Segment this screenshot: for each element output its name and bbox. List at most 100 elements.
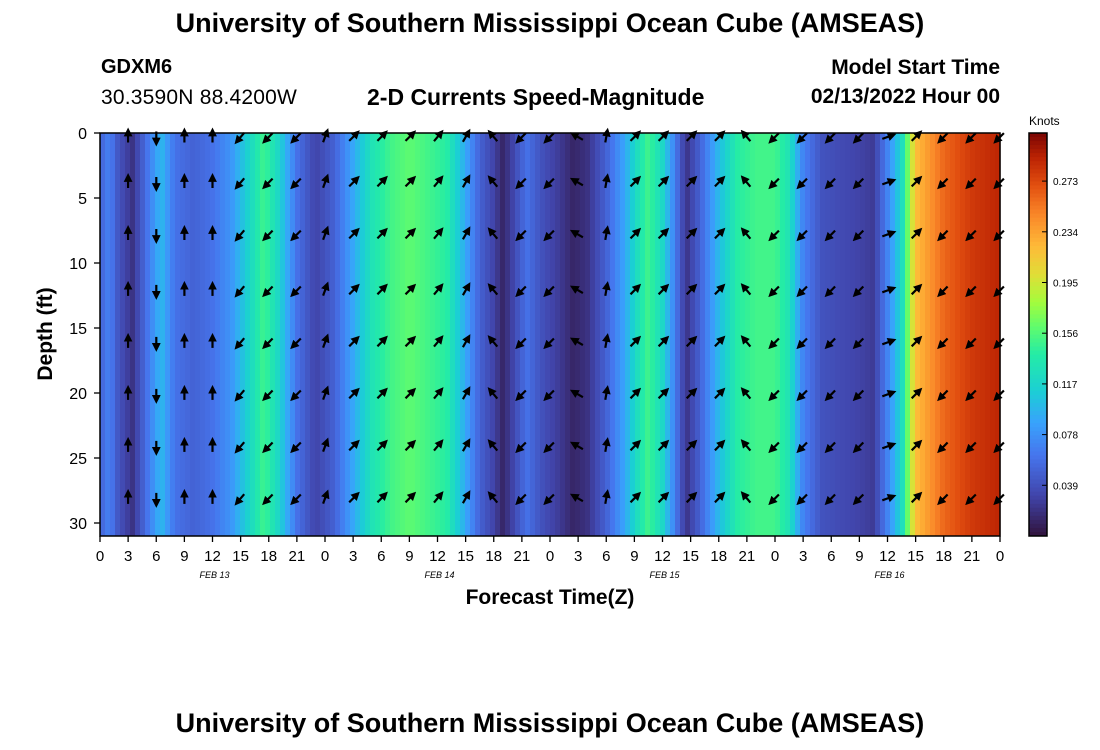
heatmap-cell: [280, 133, 286, 536]
current-vector-arrow: [657, 283, 670, 296]
heatmap-cell: [635, 133, 641, 536]
current-vector-arrow: [602, 437, 611, 452]
x-tick-label: 3: [574, 548, 582, 565]
y-tick-label: 5: [78, 191, 87, 208]
heatmap-cell: [725, 133, 731, 536]
heatmap-cell: [710, 133, 716, 536]
heatmap-cell: [335, 133, 341, 536]
heatmap-cell: [655, 133, 661, 536]
current-vector-arrow: [290, 132, 302, 144]
colorbar-segment: [1029, 378, 1047, 384]
heatmap-cell: [170, 133, 176, 536]
x-tick-label: 3: [124, 548, 132, 565]
x-tick-label: 6: [377, 548, 385, 565]
colorbar-segment: [1029, 149, 1047, 154]
heatmap-cell: [720, 133, 726, 536]
current-vector-arrow: [881, 338, 897, 347]
heatmap-cell: [950, 133, 956, 536]
current-vector-arrow: [685, 175, 698, 188]
y-tick-label: 0: [78, 126, 87, 143]
heatmap-cell: [675, 133, 681, 536]
colorbar-segment: [1029, 286, 1047, 291]
current-vector-arrow: [515, 389, 527, 402]
current-vector-arrow: [740, 491, 752, 504]
colorbar-segment: [1029, 479, 1047, 485]
current-vector-arrow: [602, 173, 611, 189]
current-vector-arrow: [937, 441, 949, 454]
current-vector-arrow: [487, 227, 499, 240]
colorbar-segment: [1029, 253, 1047, 259]
current-vector-arrow: [348, 439, 360, 452]
heatmap-cell: [390, 133, 396, 536]
current-vector-arrow: [321, 385, 330, 400]
current-vector-arrow: [740, 335, 752, 348]
current-vector-arrow: [714, 387, 726, 400]
current-vector-arrow: [234, 441, 246, 454]
colorbar-segment: [1029, 491, 1047, 497]
heatmap-cell: [995, 133, 1001, 536]
heatmap-cell: [560, 133, 566, 536]
current-vector-arrow: [965, 441, 977, 454]
colorbar-segment: [1029, 523, 1047, 529]
x-tick-label: 9: [855, 548, 863, 565]
heatmap-cell: [295, 133, 301, 536]
heatmap-cell: [585, 133, 591, 536]
current-vector-arrow: [768, 285, 780, 298]
current-vector-arrow: [515, 493, 527, 506]
x-tick-label: 0: [771, 548, 779, 565]
current-vector-arrow: [768, 229, 780, 242]
x-tick-label: 21: [289, 548, 306, 565]
colorbar-segment: [1029, 161, 1047, 166]
heatmap-cell: [820, 133, 826, 536]
current-vector-arrow: [824, 229, 836, 242]
colorbar-label: Knots: [1029, 114, 1060, 128]
colorbar-segment: [1029, 241, 1047, 247]
colorbar-segment: [1029, 145, 1047, 150]
colorbar-segment: [1029, 137, 1047, 142]
colorbar-segment: [1029, 527, 1047, 533]
current-vector-arrow: [461, 174, 471, 188]
heatmap-cell: [225, 133, 231, 536]
current-vector-arrow: [824, 132, 836, 144]
current-vector-arrow: [714, 491, 726, 504]
colorbar-segment: [1029, 181, 1047, 186]
current-vector-arrow: [881, 442, 897, 451]
current-vector-arrow: [768, 177, 780, 190]
current-vector-arrow: [376, 387, 388, 400]
heatmap-cell: [970, 133, 976, 536]
x-tick-label: 0: [546, 548, 554, 565]
current-vector-arrow: [629, 491, 642, 504]
current-vector-arrow: [404, 387, 417, 400]
current-vector-arrow: [937, 177, 949, 190]
heatmap-cell: [555, 133, 561, 536]
colorbar-segment: [1029, 153, 1047, 158]
current-vector-arrow: [824, 389, 836, 402]
heatmap-cell: [925, 133, 931, 536]
current-vector-arrow: [487, 387, 499, 400]
heatmap-cell: [110, 133, 116, 536]
heatmap-cell: [235, 133, 241, 536]
heatmap-cell: [825, 133, 831, 536]
current-vector-arrow: [881, 494, 897, 503]
current-vector-arrow: [965, 132, 977, 144]
heatmap-cell: [855, 133, 861, 536]
heatmap-cell: [470, 133, 476, 536]
current-vector-arrow: [461, 282, 471, 296]
colorbar-tick-label: 0.078: [1053, 431, 1078, 442]
colorbar-segment: [1029, 322, 1047, 327]
colorbar-segment: [1029, 519, 1047, 525]
heatmap-cell: [490, 133, 496, 536]
current-vector-arrow: [487, 175, 499, 188]
heatmap-cell: [835, 133, 841, 536]
current-vector-arrow: [376, 283, 388, 296]
heatmap-cell: [255, 133, 261, 536]
current-vector-arrow: [740, 227, 752, 240]
current-vector-arrow: [937, 229, 949, 242]
current-vector-arrow: [487, 491, 499, 504]
current-vector-arrow: [321, 281, 330, 296]
current-vector-arrow: [461, 334, 471, 348]
colorbar-segment: [1029, 314, 1047, 319]
current-vector-arrow: [348, 227, 360, 240]
current-vectors: [123, 127, 1005, 508]
